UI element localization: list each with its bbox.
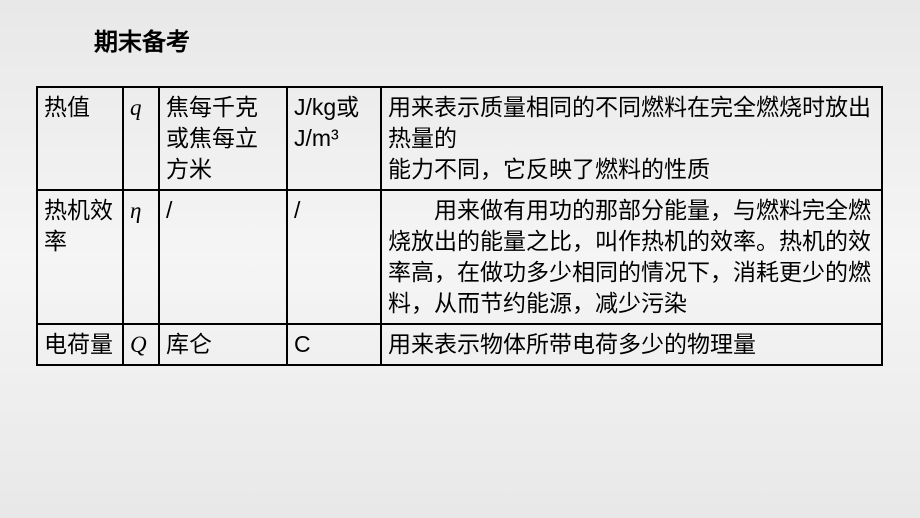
cell-symbol: η bbox=[123, 190, 159, 324]
cell-unit-en: / bbox=[287, 190, 381, 324]
cell-symbol: q bbox=[123, 87, 159, 190]
cell-name: 电荷量 bbox=[37, 324, 123, 365]
cell-name: 热机效率 bbox=[37, 190, 123, 324]
cell-unit-cn: 焦每千克或焦每立方米 bbox=[159, 87, 287, 190]
cell-unit-cn: / bbox=[159, 190, 287, 324]
table-row: 热值 q 焦每千克或焦每立方米 J/kg或J/m³ 用来表示质量相同的不同燃料在… bbox=[37, 87, 882, 190]
cell-description: 用来做有用功的那部分能量，与燃料完全燃烧放出的能量之比，叫作热机的效率。热机的效… bbox=[381, 190, 882, 324]
cell-description: 用来表示质量相同的不同燃料在完全燃烧时放出热量的能力不同，它反映了燃料的性质 bbox=[381, 87, 882, 190]
cell-unit-en: C bbox=[287, 324, 381, 365]
table-row: 电荷量 Q 库仑 C 用来表示物体所带电荷多少的物理量 bbox=[37, 324, 882, 365]
table: 热值 q 焦每千克或焦每立方米 J/kg或J/m³ 用来表示质量相同的不同燃料在… bbox=[36, 86, 883, 366]
table-row: 热机效率 η / / 用来做有用功的那部分能量，与燃料完全燃烧放出的能量之比，叫… bbox=[37, 190, 882, 324]
cell-unit-en: J/kg或J/m³ bbox=[287, 87, 381, 190]
cell-unit-cn: 库仑 bbox=[159, 324, 287, 365]
page-title: 期末备考 bbox=[94, 22, 190, 57]
cell-symbol: Q bbox=[123, 324, 159, 365]
physics-terms-table: 热值 q 焦每千克或焦每立方米 J/kg或J/m³ 用来表示质量相同的不同燃料在… bbox=[36, 86, 883, 366]
cell-name: 热值 bbox=[37, 87, 123, 190]
cell-description: 用来表示物体所带电荷多少的物理量 bbox=[381, 324, 882, 365]
